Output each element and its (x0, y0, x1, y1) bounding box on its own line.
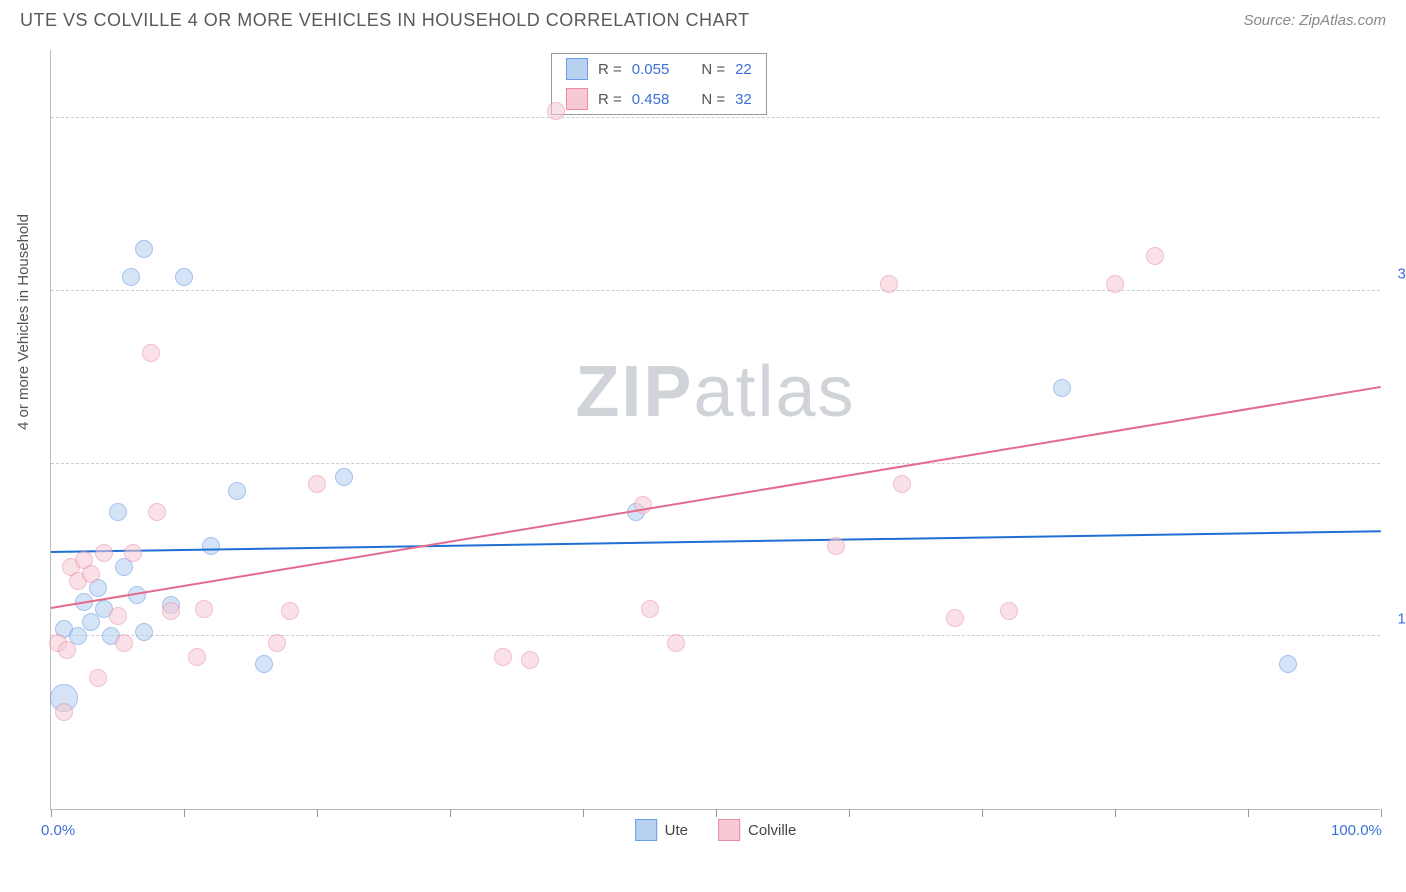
data-point (1000, 602, 1018, 620)
data-point (494, 648, 512, 666)
legend-item: Colville (718, 819, 796, 841)
legend-swatch (635, 819, 657, 841)
data-point (135, 240, 153, 258)
x-tick (849, 809, 850, 817)
data-point (175, 268, 193, 286)
data-point (1053, 379, 1071, 397)
y-axis-title: 4 or more Vehicles in Household (15, 214, 32, 430)
x-tick (1115, 809, 1116, 817)
gridline (51, 117, 1380, 118)
data-point (893, 475, 911, 493)
data-point (667, 634, 685, 652)
data-point (281, 602, 299, 620)
chart-title: UTE VS COLVILLE 4 OR MORE VEHICLES IN HO… (20, 10, 750, 31)
trend-line (51, 531, 1381, 554)
data-point (521, 651, 539, 669)
x-tick (1381, 809, 1382, 817)
legend-swatch (566, 88, 588, 110)
data-point (641, 600, 659, 618)
data-point (547, 102, 565, 120)
x-tick (51, 809, 52, 817)
data-point (202, 537, 220, 555)
data-point (124, 544, 142, 562)
series-legend: Ute Colville (635, 819, 797, 841)
x-tick (716, 809, 717, 817)
data-point (1106, 275, 1124, 293)
scatter-chart: ZIPatlas R = 0.055N = 22R = 0.458N = 32 … (50, 50, 1380, 810)
data-point (142, 344, 160, 362)
data-point (82, 613, 100, 631)
data-point (162, 602, 180, 620)
gridline (51, 635, 1380, 636)
trend-line (51, 386, 1381, 609)
data-point (946, 609, 964, 627)
data-point (109, 607, 127, 625)
correlation-legend: R = 0.055N = 22R = 0.458N = 32 (551, 53, 767, 115)
gridline (51, 463, 1380, 464)
y-tick-label: 37.5% (1397, 265, 1406, 282)
data-point (89, 669, 107, 687)
legend-swatch (718, 819, 740, 841)
data-point (58, 641, 76, 659)
data-point (55, 703, 73, 721)
data-point (195, 600, 213, 618)
x-tick (1248, 809, 1249, 817)
legend-row: R = 0.055N = 22 (552, 54, 766, 84)
x-tick-label: 0.0% (41, 822, 75, 839)
source-credit: Source: ZipAtlas.com (1243, 12, 1386, 29)
legend-swatch (566, 58, 588, 80)
data-point (122, 268, 140, 286)
y-tick-label: 12.5% (1397, 611, 1406, 628)
x-tick-label: 100.0% (1331, 822, 1382, 839)
data-point (188, 648, 206, 666)
data-point (827, 537, 845, 555)
watermark: ZIPatlas (575, 351, 855, 433)
x-tick (450, 809, 451, 817)
data-point (148, 503, 166, 521)
data-point (1279, 655, 1297, 673)
data-point (109, 503, 127, 521)
data-point (95, 544, 113, 562)
legend-item: Ute (635, 819, 688, 841)
x-tick (583, 809, 584, 817)
x-tick (982, 809, 983, 817)
data-point (255, 655, 273, 673)
data-point (228, 482, 246, 500)
legend-row: R = 0.458N = 32 (552, 84, 766, 114)
data-point (135, 623, 153, 641)
data-point (268, 634, 286, 652)
x-tick (317, 809, 318, 817)
data-point (880, 275, 898, 293)
data-point (82, 565, 100, 583)
x-tick (184, 809, 185, 817)
data-point (335, 468, 353, 486)
gridline (51, 290, 1380, 291)
data-point (115, 634, 133, 652)
data-point (308, 475, 326, 493)
data-point (1146, 247, 1164, 265)
